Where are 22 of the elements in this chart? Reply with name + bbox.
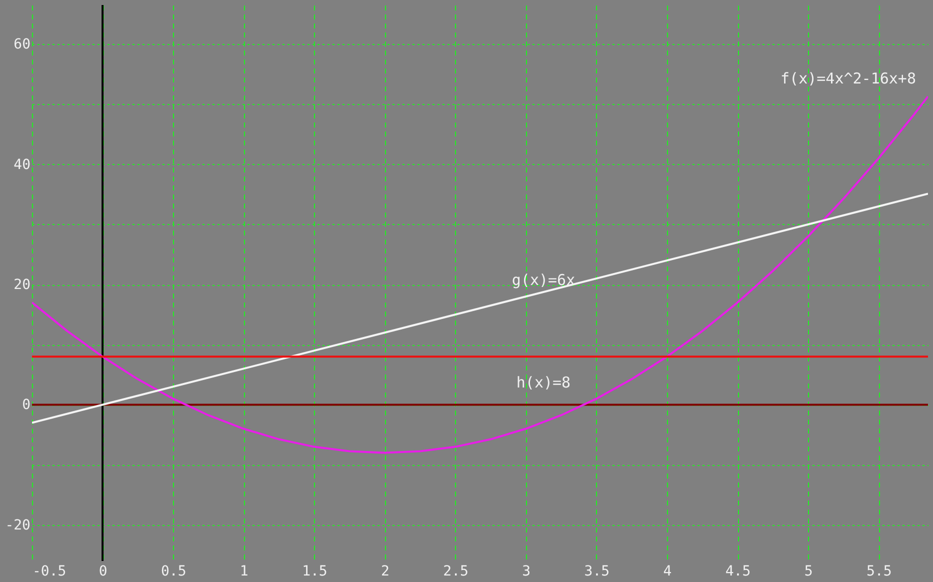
line-series xyxy=(32,95,928,454)
series-label: h(x)=8 xyxy=(516,374,571,392)
x-tick-label: 0.5 xyxy=(160,564,186,580)
x-tick-label: 5.5 xyxy=(866,564,892,580)
y-tick-label: 0 xyxy=(22,397,30,414)
y-tick-label: 60 xyxy=(14,36,30,53)
x-tick-label: 1 xyxy=(240,564,248,580)
x-tick-label: 1.5 xyxy=(302,564,328,580)
x-tick-label: 4 xyxy=(663,564,672,580)
series-label: g(x)=6x xyxy=(512,271,576,290)
x-tick-label: 3 xyxy=(522,564,531,580)
series-label: f(x)=4x^2-16x+8 xyxy=(780,69,916,88)
x-tick-label: -0.5 xyxy=(32,564,66,580)
y-tick-label: 20 xyxy=(14,277,30,294)
x-tick-label: 3.5 xyxy=(584,564,610,580)
x-tick-label: 5 xyxy=(804,564,813,580)
y-tick-label: -20 xyxy=(5,517,30,534)
x-tick-label: 4.5 xyxy=(725,564,751,580)
x-tick-label: 2 xyxy=(381,564,390,580)
x-tick-label: 0 xyxy=(98,564,108,580)
x-tick-label: 2.5 xyxy=(443,564,468,580)
y-tick-label: 40 xyxy=(14,156,30,173)
